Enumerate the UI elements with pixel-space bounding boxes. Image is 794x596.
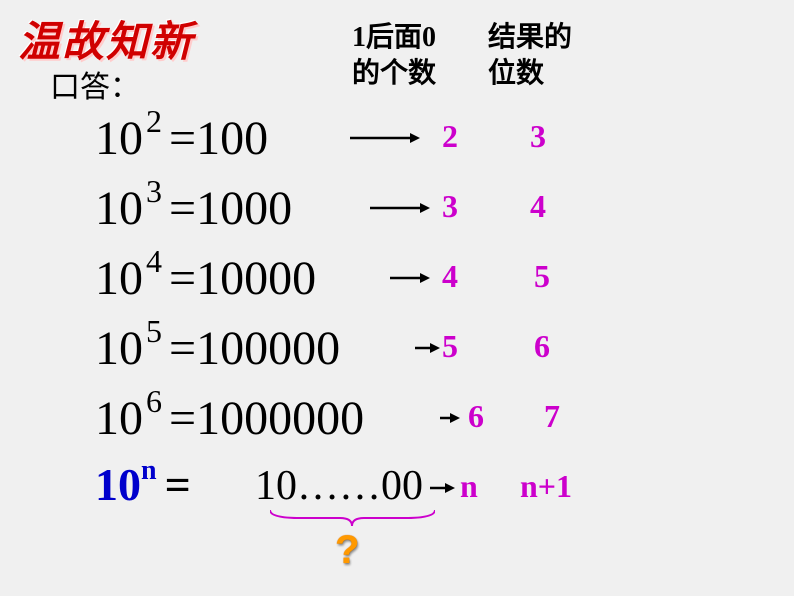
header-zeros: 1后面0 的个数 bbox=[352, 20, 472, 93]
exponent: 4 bbox=[146, 243, 162, 279]
base: 10 bbox=[95, 391, 143, 446]
equals: = bbox=[169, 252, 196, 305]
exponent: 5 bbox=[146, 313, 162, 349]
equals: = bbox=[169, 392, 196, 445]
digits-3: 6 bbox=[534, 328, 550, 365]
zeros-3: 5 bbox=[442, 328, 458, 365]
generic-digits: n+1 bbox=[520, 468, 572, 505]
base: 10 bbox=[95, 321, 143, 376]
exponent: 6 bbox=[146, 383, 162, 419]
equals: = bbox=[169, 322, 196, 375]
value: 100000 bbox=[196, 322, 340, 375]
eq-row-3: 105=100000 bbox=[95, 318, 340, 376]
arrow-4 bbox=[440, 408, 460, 428]
arrow-1 bbox=[370, 198, 430, 218]
value: 10000 bbox=[196, 252, 316, 305]
generic-value: 10……00 bbox=[255, 462, 423, 510]
value: 1000 bbox=[196, 182, 292, 235]
zeros-1: 3 bbox=[442, 188, 458, 225]
eq-row-2: 104=10000 bbox=[95, 248, 316, 306]
equals: = bbox=[169, 182, 196, 235]
eq-row-4: 106=1000000 bbox=[95, 388, 364, 446]
base: 10 bbox=[95, 181, 143, 236]
value: 1000000 bbox=[196, 392, 364, 445]
value: 100 bbox=[196, 112, 268, 165]
zeros-4: 6 bbox=[468, 398, 484, 435]
exponent: 2 bbox=[146, 103, 162, 139]
generic-zeros: n bbox=[460, 468, 478, 505]
question-mark: ? bbox=[335, 528, 359, 573]
arrow-3 bbox=[415, 338, 440, 358]
equals: = bbox=[165, 459, 191, 510]
base: 10 bbox=[95, 111, 143, 166]
page-title: 温故知新 bbox=[18, 8, 194, 69]
zeros-0: 2 bbox=[442, 118, 458, 155]
arrow-generic bbox=[430, 478, 455, 498]
eq-row-1: 103=1000 bbox=[95, 178, 292, 236]
zeros-2: 4 bbox=[442, 258, 458, 295]
exponent: 3 bbox=[146, 173, 162, 209]
digits-2: 5 bbox=[534, 258, 550, 295]
digits-0: 3 bbox=[530, 118, 546, 155]
arrow-2 bbox=[390, 268, 430, 288]
arrow-0 bbox=[350, 128, 420, 148]
generic-base: 10n = bbox=[95, 458, 191, 511]
exponent-n: n bbox=[141, 455, 157, 486]
header-digits: 结果的 位数 bbox=[488, 20, 598, 93]
base: 10 bbox=[95, 251, 143, 306]
equals: = bbox=[169, 112, 196, 165]
digits-1: 4 bbox=[530, 188, 546, 225]
base: 10 bbox=[95, 459, 141, 510]
subtitle: 口答： bbox=[50, 62, 140, 106]
digits-4: 7 bbox=[544, 398, 560, 435]
eq-row-0: 102=100 bbox=[95, 108, 268, 166]
